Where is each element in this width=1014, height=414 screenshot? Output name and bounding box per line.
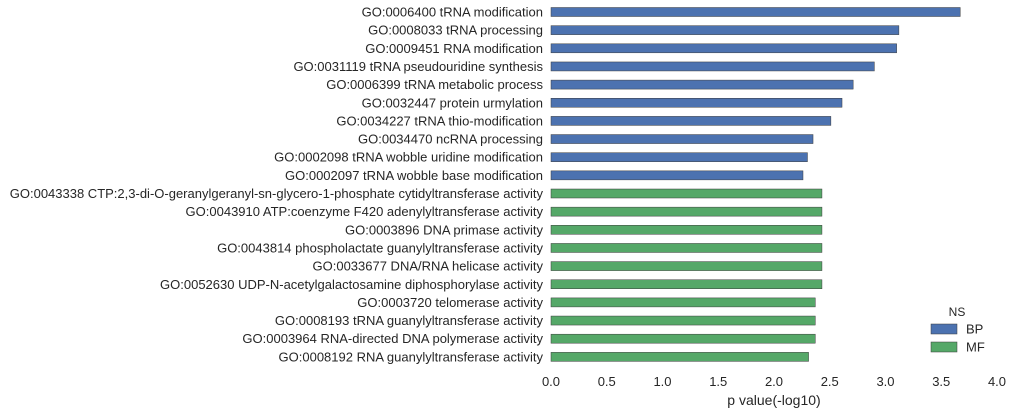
x-tick-label: 3.0: [876, 374, 894, 389]
bar-mf: [550, 225, 823, 235]
category-label: GO:0008192 RNA guanylyltransferase activ…: [279, 349, 544, 364]
bar-mf: [550, 352, 809, 362]
bar-bp: [550, 79, 854, 90]
bar-bp: [550, 134, 814, 144]
category-label: GO:0008193 tRNA guanylyltransferase acti…: [275, 313, 544, 328]
bar-bp: [550, 116, 832, 126]
x-tick-label: 3.5: [932, 374, 950, 389]
x-axis-ticks-group: 0.0 0.5 1.0 1.5 2.0 2.5 3.0 3.5 4.0: [542, 374, 1006, 389]
category-label: GO:0043338 CTP:2,3-di-O-geranylgeranyl-s…: [10, 186, 544, 201]
category-label: GO:0034227 tRNA thio-modification: [336, 113, 543, 128]
category-label: GO:0031119 tRNA pseudouridine synthesis: [293, 59, 543, 74]
bar-bp: [550, 170, 804, 181]
legend: NS BP MF: [930, 305, 985, 355]
category-label: GO:0006399 tRNA metabolic process: [326, 77, 543, 92]
category-label: GO:0003896 DNA primase activity: [345, 222, 543, 237]
category-label: GO:0003720 telomerase activity: [357, 295, 543, 310]
bar-bp: [550, 43, 897, 54]
category-label: GO:0033677 DNA/RNA helicase activity: [313, 259, 544, 274]
legend-swatch-mf: [930, 341, 958, 353]
bar-bp: [550, 7, 961, 17]
category-label: GO:0043814 phospholactate guanylyltransf…: [217, 240, 543, 255]
legend-entries: BP MF: [930, 322, 985, 355]
category-label: GO:0003964 RNA-directed DNA polymerase a…: [242, 331, 543, 346]
bars-group: [550, 7, 961, 362]
bar-mf: [550, 206, 823, 217]
x-tick-label: 1.0: [653, 374, 671, 389]
bar-bp: [550, 98, 843, 108]
bar-bp: [550, 152, 808, 162]
x-tick-label: 1.5: [709, 374, 727, 389]
bar-bp: [550, 25, 900, 35]
category-label: GO:0043910 ATP:coenzyme F420 adenylyltra…: [186, 204, 544, 219]
category-label: GO:0034470 ncRNA processing: [358, 132, 543, 147]
bar-mf: [550, 261, 823, 271]
bar-mf: [550, 279, 823, 289]
category-label: GO:0006400 tRNA modification: [362, 5, 543, 20]
x-tick-label: 2.0: [765, 374, 783, 389]
bar-mf: [550, 188, 823, 199]
legend-swatch-bp: [930, 323, 958, 335]
category-label: GO:0009451 RNA modification: [365, 41, 543, 56]
category-label: GO:0002098 tRNA wobble uridine modificat…: [274, 150, 543, 165]
x-tick-label: 2.5: [821, 374, 839, 389]
category-label: GO:0008033 tRNA processing: [368, 23, 543, 38]
bar-mf: [550, 333, 816, 344]
legend-label-mf: MF: [966, 340, 985, 355]
bar-bp: [550, 61, 875, 72]
legend-label-bp: BP: [966, 322, 983, 337]
category-labels-group: GO:0006400 tRNA modification GO:0008033 t…: [10, 5, 544, 365]
bar-mf: [550, 297, 816, 308]
bar-mf: [550, 243, 823, 253]
category-label: GO:0002097 tRNA wobble base modification: [285, 168, 543, 183]
legend-title: NS: [949, 305, 966, 319]
x-tick-label: 0.5: [598, 374, 616, 389]
category-label: GO:0032447 protein urmylation: [362, 95, 543, 110]
x-tick-label: 0.0: [542, 374, 560, 389]
x-tick-label: 4.0: [988, 374, 1006, 389]
category-label: GO:0052630 UDP-N-acetylgalactosamine dip…: [160, 277, 543, 292]
bar-mf: [550, 315, 816, 326]
x-axis-label: p value(-log10): [727, 392, 820, 408]
